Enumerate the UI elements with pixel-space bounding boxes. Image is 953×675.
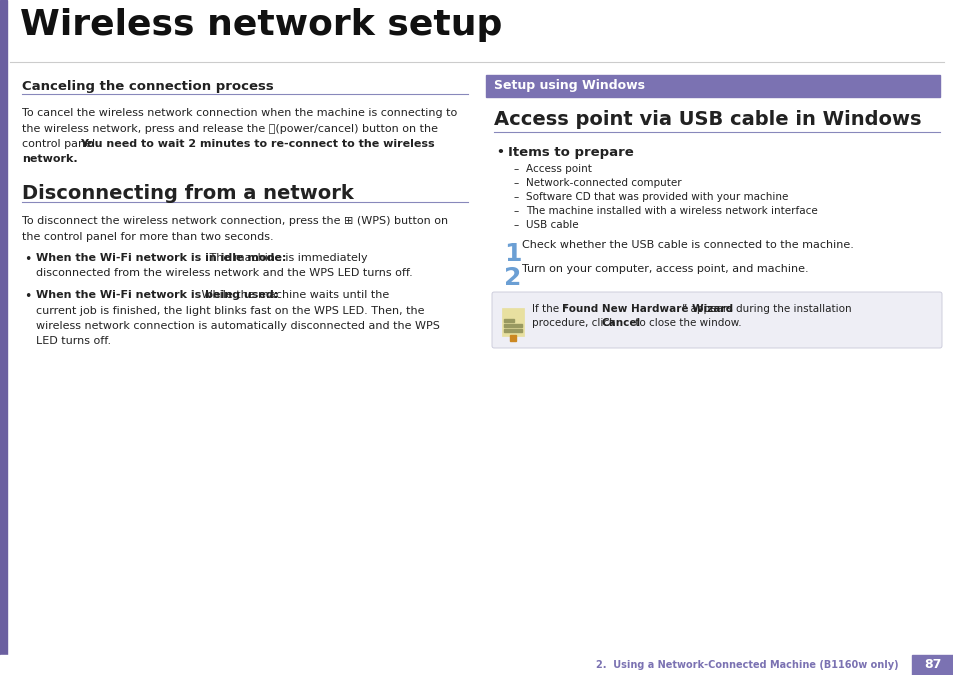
- Text: disconnected from the wireless network and the WPS LED turns off.: disconnected from the wireless network a…: [36, 269, 413, 279]
- Text: 1: 1: [503, 242, 521, 266]
- Bar: [0, 655, 953, 675]
- Text: Software CD that was provided with your machine: Software CD that was provided with your …: [525, 192, 787, 202]
- Text: –: –: [514, 192, 518, 202]
- Text: To cancel the wireless network connection when the machine is connecting to: To cancel the wireless network connectio…: [22, 108, 456, 118]
- Text: LED turns off.: LED turns off.: [36, 337, 111, 346]
- Bar: [0, 0, 7, 675]
- Text: Items to prepare: Items to prepare: [507, 146, 633, 159]
- Text: Setup using Windows: Setup using Windows: [494, 80, 644, 92]
- Text: If the “: If the “: [532, 304, 567, 314]
- Text: Access point via USB cable in Windows: Access point via USB cable in Windows: [494, 110, 921, 129]
- Text: 87: 87: [923, 659, 941, 672]
- Text: ” appears during the installation: ” appears during the installation: [681, 304, 851, 314]
- Text: When the Wi-Fi network is being used:: When the Wi-Fi network is being used:: [36, 290, 278, 300]
- Text: Disconnecting from a network: Disconnecting from a network: [22, 184, 354, 203]
- Bar: [485, 75, 939, 97]
- Text: to close the window.: to close the window.: [631, 318, 740, 328]
- Bar: [510, 335, 516, 341]
- Text: Cancel: Cancel: [601, 318, 640, 328]
- Bar: [503, 329, 521, 332]
- Text: When the Wi-Fi network is in idle mode:: When the Wi-Fi network is in idle mode:: [36, 253, 286, 263]
- Text: –: –: [514, 206, 518, 216]
- Text: The machine is immediately: The machine is immediately: [206, 253, 367, 263]
- Text: 2.  Using a Network-Connected Machine (B1160w only): 2. Using a Network-Connected Machine (B1…: [596, 660, 898, 670]
- Text: Wireless network setup: Wireless network setup: [20, 8, 502, 42]
- Text: •: •: [496, 146, 503, 159]
- Text: the control panel for more than two seconds.: the control panel for more than two seco…: [22, 232, 274, 242]
- Bar: [503, 324, 521, 327]
- Text: Canceling the connection process: Canceling the connection process: [22, 80, 274, 93]
- Text: The machine installed with a wireless network interface: The machine installed with a wireless ne…: [525, 206, 817, 216]
- Text: the wireless network, press and release the ⓜ(power/cancel) button on the: the wireless network, press and release …: [22, 124, 437, 134]
- Bar: [501, 308, 523, 336]
- Text: Network-connected computer: Network-connected computer: [525, 178, 680, 188]
- Text: control panel.: control panel.: [22, 139, 102, 149]
- Text: 2: 2: [503, 266, 521, 290]
- Text: USB cable: USB cable: [525, 220, 578, 230]
- FancyBboxPatch shape: [492, 292, 941, 348]
- Text: You need to wait 2 minutes to re-connect to the wireless: You need to wait 2 minutes to re-connect…: [80, 139, 435, 149]
- Text: current job is finished, the light blinks fast on the WPS LED. Then, the: current job is finished, the light blink…: [36, 306, 424, 315]
- Text: –: –: [514, 220, 518, 230]
- Text: Turn on your computer, access point, and machine.: Turn on your computer, access point, and…: [521, 264, 808, 274]
- Text: network.: network.: [22, 155, 77, 165]
- Text: –: –: [514, 164, 518, 174]
- Bar: [911, 655, 953, 675]
- Text: To disconnect the wireless network connection, press the ⊞ (WPS) button on: To disconnect the wireless network conne…: [22, 216, 448, 226]
- Text: •: •: [24, 290, 31, 303]
- Text: –: –: [514, 178, 518, 188]
- Text: procedure, click: procedure, click: [532, 318, 618, 328]
- Text: Found New Hardware Wizard: Found New Hardware Wizard: [561, 304, 732, 314]
- Text: •: •: [24, 253, 31, 266]
- Text: While the machine waits until the: While the machine waits until the: [198, 290, 389, 300]
- Bar: [503, 319, 514, 322]
- Text: wireless network connection is automatically disconnected and the WPS: wireless network connection is automatic…: [36, 321, 439, 331]
- Text: Access point: Access point: [525, 164, 591, 174]
- Text: Check whether the USB cable is connected to the machine.: Check whether the USB cable is connected…: [521, 240, 853, 250]
